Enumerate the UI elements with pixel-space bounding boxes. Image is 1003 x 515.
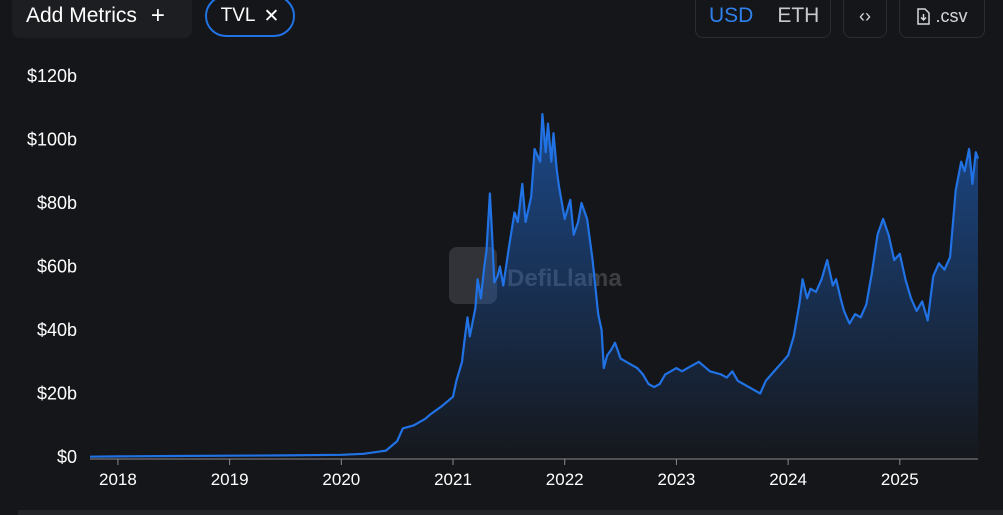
currency-option-usd[interactable]: USD [709,4,754,27]
plus-icon: + [150,2,165,29]
x-tick-label: 2025 [881,470,919,489]
y-tick-label: $100b [27,130,77,150]
add-metrics-label: Add Metrics [26,4,137,27]
currency-option-eth[interactable]: ETH [777,4,820,27]
x-tick-label: 2021 [434,470,472,489]
metric-pill-tvl[interactable]: TVL ✕ [205,0,295,37]
x-tick-label: 2022 [546,470,584,489]
y-tick-label: $80b [37,193,77,213]
currency-toggle: USD ETH [695,0,831,38]
embed-button[interactable]: ‹› [843,0,887,38]
csv-label: .csv [935,5,968,26]
y-tick-label: $60b [37,257,77,277]
x-tick-label: 2020 [322,470,360,489]
y-tick-label: $40b [37,320,77,340]
x-tick-label: 2019 [211,470,249,489]
y-tick-label: $120b [27,66,77,86]
x-tick-label: 2023 [658,470,696,489]
tvl-series-line [89,113,980,458]
y-axis: $0 $20b $40b $60b $80b $100b $120b [27,66,77,467]
y-tick-label: $20b [37,384,77,404]
metric-pill-label: TVL [220,5,256,26]
close-icon[interactable]: ✕ [263,5,280,27]
x-tick-label: 2018 [99,470,137,489]
add-metrics-button[interactable]: Add Metrics + [12,0,192,38]
bottom-scroll-strip [18,510,1003,515]
chart-toolbar: Add Metrics + TVL ✕ USD ETH ‹› .csv [0,0,1003,40]
y-tick-label: $0 [57,447,77,467]
x-axis: 2018 2019 2020 2021 2022 2023 2024 2025 [90,458,978,489]
x-tick-label: 2024 [769,470,807,489]
file-download-icon [917,7,931,25]
code-brackets-icon: ‹› [859,5,871,26]
tvl-area [90,114,978,457]
download-csv-button[interactable]: .csv [899,0,985,38]
